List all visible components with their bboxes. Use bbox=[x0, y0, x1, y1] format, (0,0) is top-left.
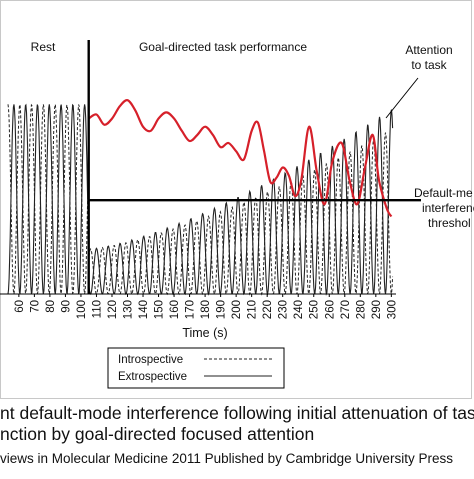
x-tick-label: 170 bbox=[185, 300, 197, 319]
caption-line-2: nction by goal-directed focused attentio… bbox=[0, 424, 315, 444]
x-tick-label: 90 bbox=[60, 300, 72, 313]
x-tick-label: 290 bbox=[371, 300, 383, 319]
x-tick-label: 60 bbox=[14, 300, 26, 313]
series-introspective-line bbox=[7, 103, 394, 296]
series-attention-line bbox=[88, 99, 393, 218]
x-tick-label: 160 bbox=[169, 300, 181, 319]
x-tick-label: 180 bbox=[200, 300, 212, 319]
threshold-label-line1: Default-me bbox=[414, 186, 473, 200]
legend-label-extrospective: Extrospective bbox=[118, 371, 187, 383]
figure-border bbox=[0, 0, 472, 399]
x-tick-label: 240 bbox=[293, 300, 305, 319]
legend-label-introspective: Introspective bbox=[118, 354, 183, 366]
region-label-task: Goal-directed task performance bbox=[139, 40, 307, 54]
x-tick-label: 200 bbox=[231, 300, 243, 319]
x-tick-label: 70 bbox=[29, 300, 41, 313]
series-extrospective-line bbox=[7, 103, 394, 296]
legend-box bbox=[107, 347, 285, 389]
attention-label-line2: to task bbox=[411, 58, 447, 72]
x-tick-label: 250 bbox=[309, 300, 321, 319]
x-tick-label: 270 bbox=[340, 300, 352, 319]
threshold-label-line2: interferenc bbox=[422, 201, 474, 215]
x-tick-label: 120 bbox=[107, 300, 119, 319]
x-tick-label: 140 bbox=[138, 300, 150, 319]
x-tick-label: 210 bbox=[247, 300, 259, 319]
attention-pointer bbox=[385, 77, 419, 119]
x-tick-label: 190 bbox=[216, 300, 228, 319]
x-tick-label: 100 bbox=[76, 300, 88, 319]
x-tick-label: 220 bbox=[262, 300, 274, 319]
threshold-label-line3: threshol bbox=[428, 216, 471, 230]
caption-line-1: nt default-mode interference following i… bbox=[0, 403, 474, 423]
x-tick-label: 280 bbox=[355, 300, 367, 319]
attention-label-line1: Attention bbox=[405, 43, 452, 57]
x-tick-label: 110 bbox=[92, 300, 104, 318]
x-axis-title: Time (s) bbox=[182, 326, 227, 340]
x-tick-label: 150 bbox=[154, 300, 166, 319]
caption-source: views in Molecular Medicine 2011 Publish… bbox=[0, 451, 453, 466]
x-tick-label: 300 bbox=[386, 300, 398, 319]
x-tick-label: 80 bbox=[45, 300, 57, 313]
x-tick-label: 260 bbox=[324, 300, 336, 319]
region-label-rest: Rest bbox=[31, 40, 56, 54]
x-tick-label: 230 bbox=[278, 300, 290, 319]
x-tick-label: 130 bbox=[123, 300, 135, 319]
